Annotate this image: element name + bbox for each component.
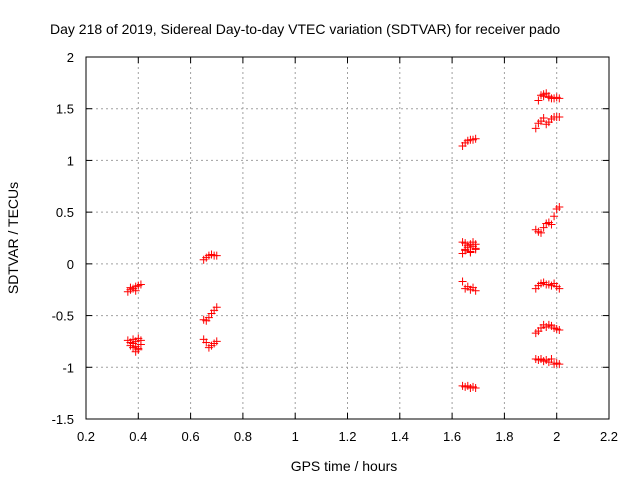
data-point bbox=[458, 277, 467, 286]
data-point bbox=[555, 94, 564, 103]
data-point bbox=[466, 248, 475, 257]
data-point bbox=[547, 220, 556, 229]
series-cluster-0.67-upper bbox=[199, 250, 221, 264]
chart-title: Day 218 of 2019, Sidereal Day-to-day VTE… bbox=[50, 21, 560, 37]
data-point bbox=[136, 280, 145, 289]
data-point bbox=[204, 313, 213, 322]
data-point bbox=[539, 114, 548, 123]
data-point bbox=[544, 92, 553, 101]
data-points bbox=[123, 89, 564, 392]
series-cluster-1.67-bottom bbox=[458, 381, 480, 392]
y-tick-label: 0.5 bbox=[56, 205, 74, 220]
series-cluster-1.67-mid bbox=[461, 284, 480, 295]
series-cluster-1.67-lower bbox=[458, 242, 480, 292]
data-point bbox=[458, 249, 467, 258]
x-tick-label: 0.4 bbox=[129, 429, 147, 444]
data-point bbox=[129, 339, 138, 348]
data-point bbox=[547, 355, 556, 364]
x-tick-label: 0.8 bbox=[234, 429, 252, 444]
series-cluster-0.67-lower bbox=[199, 335, 221, 352]
data-point bbox=[555, 112, 564, 121]
y-tick-label: 2 bbox=[67, 50, 74, 65]
x-tick-label: 1.8 bbox=[495, 429, 513, 444]
data-point bbox=[539, 90, 548, 99]
series-cluster-0.38-lower bbox=[123, 334, 145, 356]
data-point bbox=[202, 338, 211, 347]
y-tick-label: -0.5 bbox=[52, 309, 74, 324]
data-point bbox=[537, 228, 546, 237]
series-cluster-1.96-middle bbox=[531, 278, 564, 293]
series-cluster-1.96-upper bbox=[531, 112, 564, 133]
data-point bbox=[212, 303, 221, 312]
grid-layer bbox=[86, 57, 609, 419]
y-tick-label: 1 bbox=[67, 153, 74, 168]
x-tick-label: 1 bbox=[292, 429, 299, 444]
data-point bbox=[534, 96, 543, 105]
series-cluster-1.96-top bbox=[534, 89, 564, 105]
data-point bbox=[466, 285, 475, 294]
y-tick-label: 1.5 bbox=[56, 102, 74, 117]
data-point bbox=[212, 251, 221, 260]
x-tick-label: 0.6 bbox=[182, 429, 200, 444]
data-point bbox=[471, 383, 480, 392]
data-point bbox=[131, 286, 140, 295]
y-tick-label: -1.5 bbox=[52, 412, 74, 427]
data-point bbox=[471, 245, 480, 254]
data-point bbox=[126, 283, 135, 292]
x-tick-label: 1.6 bbox=[443, 429, 461, 444]
data-point bbox=[212, 337, 221, 346]
x-tick-label: 0.2 bbox=[77, 429, 95, 444]
data-point bbox=[539, 223, 548, 232]
series-cluster-0.38-upper bbox=[123, 280, 145, 296]
x-tick-label: 1.2 bbox=[338, 429, 356, 444]
data-point bbox=[555, 202, 564, 211]
data-point bbox=[555, 326, 564, 335]
y-tick-label: -1 bbox=[62, 360, 74, 375]
series-cluster-1.96-bottom bbox=[531, 355, 564, 369]
y-axis-label: SDTVAR / TECUs bbox=[5, 182, 21, 294]
data-point bbox=[471, 286, 480, 295]
data-point bbox=[471, 134, 480, 143]
x-tick-label: 1.4 bbox=[391, 429, 409, 444]
data-point bbox=[550, 212, 559, 221]
data-point bbox=[461, 284, 470, 293]
series-cluster-1.67-top bbox=[458, 134, 480, 150]
x-axis-label: GPS time / hours bbox=[291, 458, 398, 474]
data-point bbox=[555, 360, 564, 369]
data-point bbox=[555, 284, 564, 293]
tick-layer: 0.2 0.4 0.6 0.8 1 1.2 1.4 1.6 1.8 2 2.2 -1.5 -1 -0.5 0… bbox=[52, 50, 618, 444]
x-tick-label: 2 bbox=[553, 429, 560, 444]
series-cluster-0.67-middle bbox=[199, 303, 221, 325]
y-tick-label: 0 bbox=[67, 257, 74, 272]
data-point bbox=[463, 243, 472, 252]
series-cluster-1.96-lower bbox=[531, 320, 564, 338]
data-point bbox=[531, 124, 540, 133]
data-point bbox=[134, 344, 143, 353]
x-tick-label: 2.2 bbox=[600, 429, 618, 444]
data-point bbox=[136, 340, 145, 349]
series-cluster-1.96-rise bbox=[531, 202, 564, 237]
